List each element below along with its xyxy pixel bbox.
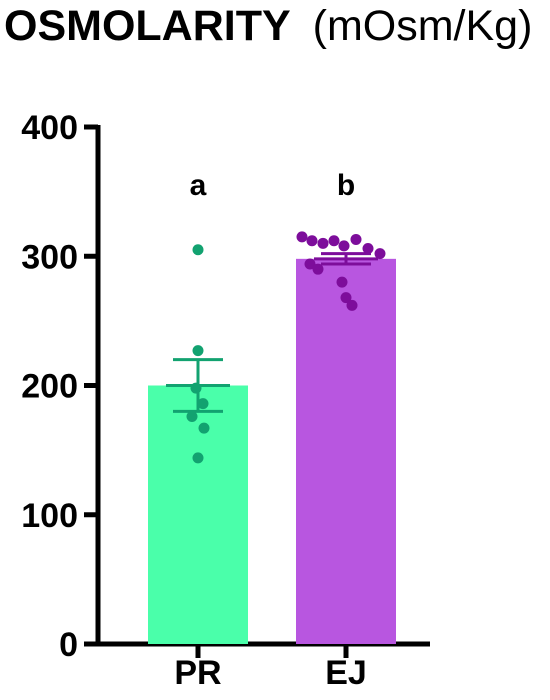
y-tick-label-300: 300 xyxy=(21,238,78,276)
data-point-ej xyxy=(346,299,358,311)
data-point-ej xyxy=(304,258,316,270)
data-point-ej xyxy=(328,235,340,247)
data-point-ej xyxy=(350,233,362,245)
data-point-pr xyxy=(186,411,198,423)
chart-title-main: OSMOLARITY xyxy=(4,2,291,50)
significance-label-pr: a xyxy=(190,169,207,202)
data-point-pr xyxy=(197,398,209,410)
chart-title: OSMOLARITY (mOsm/Kg) xyxy=(4,2,532,50)
data-point-ej xyxy=(296,231,308,243)
data-point-ej xyxy=(338,240,350,252)
labels: 0 100 200 300 400 PR EJ a b xyxy=(21,109,367,692)
error-bars xyxy=(166,252,378,413)
bar-pr xyxy=(148,385,248,644)
y-tick-label-400: 400 xyxy=(21,109,78,147)
y-tick-label-0: 0 xyxy=(59,626,78,664)
chart-title-unit: (mOsm/Kg) xyxy=(313,2,533,50)
data-point-ej xyxy=(336,276,348,288)
data-point-ej xyxy=(374,248,386,260)
y-tick-label-200: 200 xyxy=(21,368,78,406)
data-point-ej xyxy=(312,263,324,275)
x-tick-label-pr: PR xyxy=(174,654,221,692)
data-point-ej xyxy=(317,237,329,249)
data-point-ej xyxy=(306,235,318,247)
bar-ej xyxy=(296,258,396,644)
x-tick-label-ej: EJ xyxy=(325,654,367,692)
error-bar-pr xyxy=(166,358,230,413)
error-bar-ej xyxy=(314,252,378,266)
significance-label-ej: b xyxy=(337,169,355,202)
data-point-pr xyxy=(192,452,204,464)
data-point-ej xyxy=(340,292,352,304)
data-point-pr xyxy=(192,345,204,357)
data-point-pr xyxy=(198,422,210,434)
y-tick-label-100: 100 xyxy=(21,497,78,535)
data-point-ej xyxy=(362,242,374,254)
data-point-pr xyxy=(192,244,204,256)
bars xyxy=(148,258,396,644)
